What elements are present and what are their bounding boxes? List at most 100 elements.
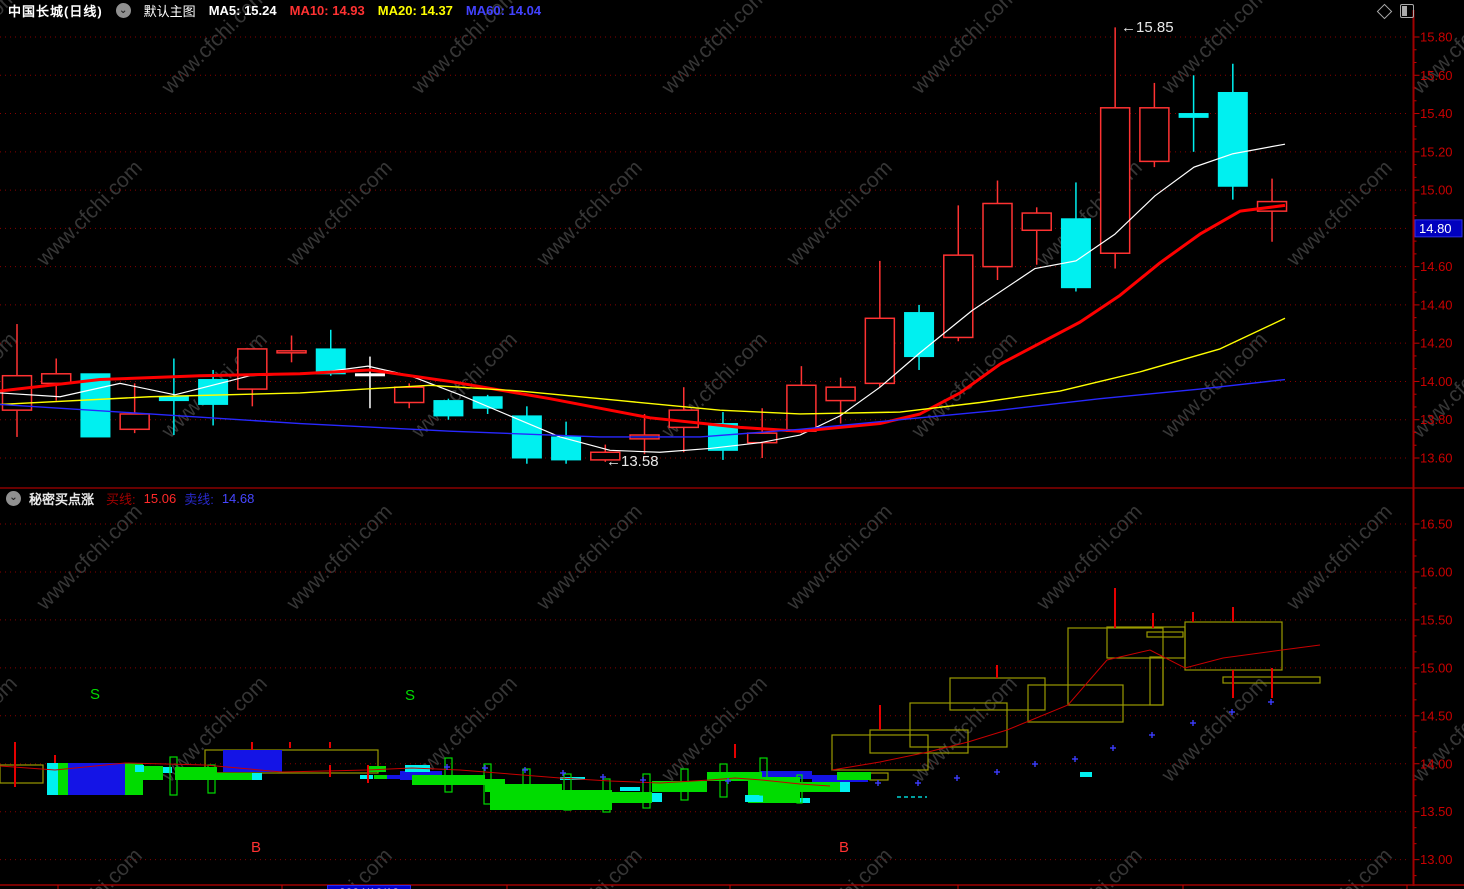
main-chart-header: 中国长城(日线) ⌄ 默认主图 MA5: 15.24 MA10: 14.93 M… [0,0,1464,21]
indicator-olive-box [1184,621,1283,671]
watermark-text: www.cfchi.com [1157,328,1272,443]
ma-line-ma60 [0,378,1286,438]
watermark-text: www.cfchi.com [0,672,22,787]
main-y-axis-label: 14.20 [1420,336,1453,351]
watermark-text: www.cfchi.com [782,156,897,271]
panel-layout-icon[interactable] [1400,4,1414,18]
candle-body-down [1178,113,1209,118]
indicator-olive-box [909,702,1008,748]
indicator-dropdown-icon[interactable]: ⌄ [6,490,21,506]
indicator-cyan-bar [135,765,144,772]
indicator-green-bar [707,772,762,781]
candle-body-up [237,348,268,390]
ma-line-ma20 [0,317,1286,415]
indicator-green-outline-box [642,773,651,809]
indicator-green-bar [217,773,252,780]
window-toolbar [1376,3,1414,19]
indicator-green-bar [175,767,217,780]
indicator-cyan-bar [252,773,262,780]
main-y-axis-label: 15.80 [1420,30,1453,45]
indicator-blue-bar [223,750,282,772]
indicator-cyan-bar [47,763,58,795]
watermark-text: www.cfchi.com [282,156,397,271]
sub-y-axis-label: 14.00 [1420,756,1453,771]
signal-letter-b: B [251,839,261,856]
price-extreme-annotation: ←15.85 [1121,19,1174,36]
candle-body-up [943,254,974,339]
diamond-tool-icon[interactable] [1376,3,1393,19]
indicator-olive-box [0,764,44,784]
indicator-olive-box [1149,656,1164,706]
buy-line-label: 买线: [106,491,136,507]
candle-body-up [746,432,778,444]
ma5-indicator-value: MA5: 15.24 [208,3,277,18]
candle-body-down [198,379,229,405]
indicator-green-outline-box [602,778,611,813]
sub-y-axis-label: 16.50 [1420,517,1453,532]
ma10-indicator-value: MA10: 14.93 [289,3,365,18]
indicator-blue-bar [387,775,400,779]
main-chart-type-label[interactable]: 默认主图 [143,4,196,19]
indicator-green-outline-box [796,774,803,804]
watermark-text: www.cfchi.com [1282,500,1397,615]
indicator-cyan-bar [620,787,640,791]
ma20-indicator-value: MA20: 14.37 [377,3,453,18]
indicator-cyan-bar [652,793,662,802]
sub-y-axis-label: 15.00 [1420,660,1453,675]
sell-line-value: 14.68 [221,490,255,506]
indicator-cyan-bar [840,782,850,792]
indicator-green-outline-box [444,757,453,793]
price-extreme-annotation: ←13.58 [606,453,659,470]
candle-body-up [668,409,699,429]
main-y-axis-label: 14.60 [1420,259,1453,274]
candle-body-up [825,386,856,402]
sub-y-axis-label: 13.00 [1420,852,1453,867]
watermark-text: www.cfchi.com [532,156,647,271]
candle-body-down [472,396,503,409]
indicator-green-bar [58,763,68,795]
candle-body-up [590,451,621,461]
indicator-green-bar [490,790,612,810]
watermark-text: www.cfchi.com [1032,500,1147,615]
candle-body-up [1099,107,1131,254]
main-y-axis-label: 13.60 [1420,450,1453,465]
candle-body-up [864,317,896,385]
buy-line-value: 15.06 [143,490,177,506]
indicator-blue-bar [760,771,812,779]
watermark-text: www.cfchi.com [782,500,897,615]
candle-body-down [433,400,464,417]
indicator-cyan-bar [1080,772,1092,777]
main-y-axis-label: 15.40 [1420,106,1453,121]
candle-body-down [511,415,542,459]
sub-y-axis-label: 16.00 [1420,564,1453,579]
main-y-axis-label: 14.00 [1420,374,1453,389]
indicator-name[interactable]: 秘密买点涨 [29,491,95,507]
indicator-olive-box [869,772,889,781]
watermark-text: www.cfchi.com [1282,844,1397,889]
indicator-green-outline-box [759,757,768,796]
indicator-red-line [0,762,831,787]
indicator-green-bar [143,766,163,780]
watermark-text: www.cfchi.com [32,844,147,889]
watermark-text: www.cfchi.com [1282,156,1397,271]
indicator-olive-box [1146,631,1184,638]
candle-body-up [393,386,425,404]
candle-body-up [119,413,150,431]
current-price-label: 14.80 [1419,221,1452,236]
watermark-text: www.cfchi.com [1032,844,1147,889]
sell-line-label: 卖线: [184,491,214,507]
indicator-cyan-bar [360,775,373,779]
stock-title: 中国长城(日线) [8,4,103,19]
sub-y-axis-label: 15.50 [1420,612,1453,627]
candle-body-up [1139,107,1170,163]
indicator-olive-box [204,749,379,774]
main-chart-dropdown-icon[interactable]: ⌄ [115,3,131,18]
watermark-text: www.cfchi.com [532,844,647,889]
indicator-green-outline-box [207,764,216,794]
indicator-cyan-bar [745,795,763,802]
watermark-text: www.cfchi.com [282,844,397,889]
indicator-cyan-bar [163,767,172,773]
candle-body-down [1060,218,1091,289]
candle-body-down [1217,91,1248,187]
